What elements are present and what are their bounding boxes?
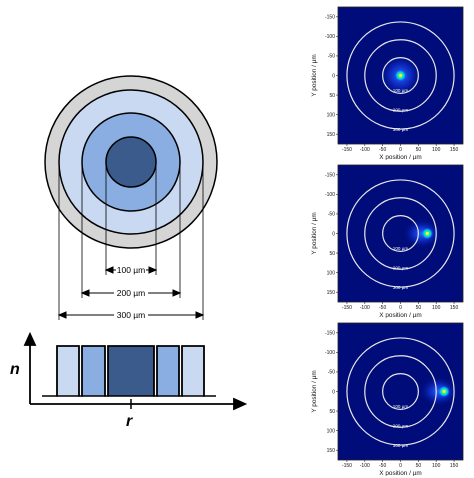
x-tick-label: 0: [399, 463, 402, 469]
x-tick-label: -150: [342, 305, 352, 311]
circle-label-300: 300 µm: [393, 443, 409, 448]
guide-circle-100: [382, 215, 419, 252]
circle-label-100: 100 µm: [393, 246, 409, 251]
x-tick-label: 100: [432, 305, 441, 311]
guide-circle-100: [382, 57, 419, 94]
y-tick-label: 50: [329, 251, 335, 257]
beam-peak: [442, 389, 446, 394]
beam-plot-2: 100 µm 200 µm 300 µm -150 -100 -50 0 50 100 150 -1…: [311, 164, 464, 318]
y-axis-label: Y position / µm: [311, 212, 318, 254]
x-tick-label: 150: [450, 147, 459, 153]
dimension-arrows: [57, 266, 205, 319]
x-tick-label: 0: [399, 147, 402, 153]
guide-circle-300: [346, 21, 455, 130]
core: [105, 136, 157, 188]
y-tick-label: 50: [329, 409, 335, 415]
dimension-label-200: 200 µm: [117, 288, 146, 298]
guide-circle-200: [364, 39, 437, 112]
x-tick-label: 150: [450, 305, 459, 311]
y-axis-label: Y position / µm: [311, 370, 318, 412]
x-tick-label: 50: [416, 147, 422, 153]
y-tick-label: 0: [332, 231, 335, 237]
y-tick-label: 100: [327, 428, 336, 434]
circle-label-300: 300 µm: [393, 285, 409, 290]
x-tick-label: -50: [379, 147, 386, 153]
fiber-diagram: 100 µm 200 µm 300 µm n r: [10, 75, 248, 430]
y-tick-label: -100: [325, 34, 335, 40]
guide-circle-100: [382, 373, 419, 410]
y-tick-label: 150: [327, 290, 336, 296]
dimension-label-100: 100 µm: [117, 265, 146, 275]
y-tick-label: -100: [325, 192, 335, 198]
dimension-extension-lines: [58, 162, 204, 320]
x-tick-label: -50: [379, 463, 386, 469]
profile-step-inner-right: [156, 345, 180, 397]
x-axis-label: X position / µm: [379, 312, 421, 318]
circle-label-200: 200 µm: [393, 108, 409, 113]
guide-circle-300: [346, 337, 455, 446]
y-tick-label: 100: [327, 112, 336, 118]
x-tick-label: 0: [399, 305, 402, 311]
y-tick-label: 150: [327, 448, 336, 454]
guide-circle-300: [346, 179, 455, 288]
guide-circle-200: [364, 355, 437, 428]
profile-step-outer-right: [181, 345, 205, 397]
circle-label-200: 200 µm: [393, 424, 409, 429]
index-profile: [42, 345, 216, 397]
y-tick-label: -50: [328, 54, 335, 60]
guide-circle-200: [364, 197, 437, 270]
plot-background: [338, 165, 463, 302]
y-tick-label: -50: [328, 212, 335, 218]
y-tick-label: 0: [332, 389, 335, 395]
circle-label-100: 100 µm: [393, 404, 409, 409]
axis-label-n: n: [10, 361, 20, 378]
x-tick-label: 100: [432, 147, 441, 153]
x-tick-label: -150: [342, 463, 352, 469]
profile-outline: [42, 345, 216, 397]
x-tick-label: 50: [416, 463, 422, 469]
beam-plot-3: 100 µm 200 µm 300 µm -150 -100 -50 0 50 100 150 -1…: [311, 322, 464, 476]
x-tick-label: -100: [360, 305, 370, 311]
axis-label-r: r: [126, 413, 133, 430]
beam-peak: [398, 73, 403, 78]
profile-step-core: [107, 345, 155, 397]
fiber-cross-section: [44, 75, 218, 249]
circle-label-300: 300 µm: [393, 127, 409, 132]
circle-label-100: 100 µm: [393, 88, 409, 93]
circle-label-200: 200 µm: [393, 266, 409, 271]
x-axis-label: X position / µm: [379, 154, 421, 160]
x-tick-label: -100: [360, 463, 370, 469]
dimension-label-300: 300 µm: [117, 310, 146, 320]
x-tick-label: -50: [379, 305, 386, 311]
y-tick-label: -150: [325, 173, 335, 179]
y-tick-label: 0: [332, 73, 335, 79]
y-tick-label: -150: [325, 15, 335, 21]
beam-peak: [425, 231, 429, 236]
y-tick-label: 50: [329, 93, 335, 99]
x-tick-label: 150: [450, 463, 459, 469]
y-tick-label: -150: [325, 331, 335, 337]
x-axis-label: X position / µm: [379, 470, 421, 476]
profile-step-outer-left: [56, 345, 80, 397]
profile-axes: [23, 331, 248, 411]
y-tick-label: -100: [325, 350, 335, 356]
y-tick-label: 100: [327, 270, 336, 276]
y-axis-label: Y position / µm: [311, 54, 318, 96]
beam-plot-1: 100 µm 200 µm 300 µm -150 -100 -50 0 50 100 150 -1…: [311, 6, 464, 160]
y-tick-label: 150: [327, 132, 336, 138]
x-tick-label: 50: [416, 305, 422, 311]
x-tick-label: -100: [360, 147, 370, 153]
x-tick-label: 100: [432, 463, 441, 469]
x-tick-label: -150: [342, 147, 352, 153]
y-tick-label: -50: [328, 370, 335, 376]
profile-step-inner-left: [81, 345, 106, 397]
